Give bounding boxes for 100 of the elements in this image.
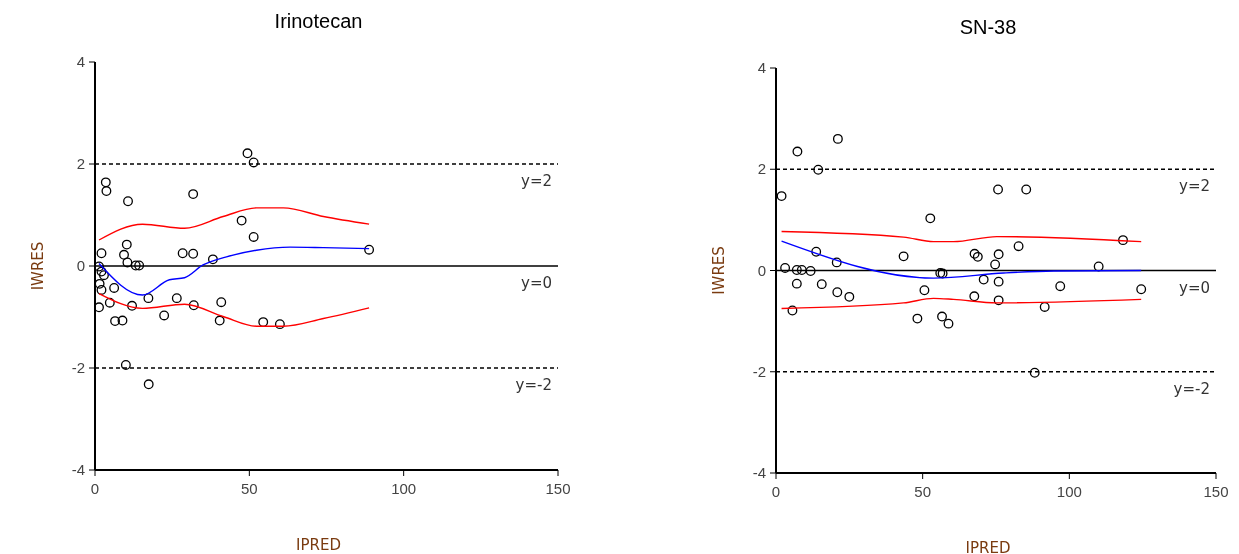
- point: [134, 260, 145, 271]
- point: [813, 164, 824, 175]
- x-tick-label: 0: [90, 480, 100, 497]
- y-tick-label: 4: [757, 59, 766, 76]
- point: [188, 300, 199, 311]
- point: [207, 254, 218, 265]
- point: [787, 305, 798, 316]
- point: [898, 251, 909, 262]
- x-tick-label: 150: [545, 480, 571, 497]
- y-tick-label: 4: [76, 53, 85, 70]
- point: [811, 246, 822, 257]
- point: [1013, 241, 1024, 252]
- point: [780, 263, 791, 273]
- point: [1136, 284, 1147, 295]
- point: [791, 265, 802, 275]
- point: [937, 311, 947, 322]
- ref-line-label: y=-2: [1173, 379, 1210, 398]
- x-tick-label: 50: [914, 483, 932, 500]
- point: [993, 295, 1004, 306]
- point: [816, 279, 827, 290]
- point: [104, 297, 115, 308]
- ref-line-label: y=2: [521, 172, 552, 190]
- point: [248, 157, 259, 168]
- point: [177, 248, 188, 259]
- point: [832, 133, 843, 144]
- point: [993, 276, 1004, 287]
- point: [805, 266, 816, 276]
- point: [1118, 235, 1128, 246]
- point: [993, 249, 1004, 260]
- point: [214, 315, 225, 326]
- ref-line-label: y=2: [1179, 177, 1210, 196]
- point: [100, 177, 111, 188]
- x-tick-label: 100: [391, 480, 417, 497]
- x-tick-label: 0: [771, 483, 781, 500]
- point: [969, 291, 980, 302]
- y-axis-title: IWRES: [29, 241, 47, 291]
- y-tick-label: -2: [752, 362, 766, 380]
- point: [274, 319, 285, 330]
- point: [99, 270, 109, 281]
- point: [96, 266, 107, 277]
- point: [117, 315, 128, 326]
- point: [143, 379, 154, 390]
- point: [831, 257, 842, 268]
- chart-title: Irinotecan: [274, 10, 363, 32]
- point: [130, 260, 141, 271]
- point: [188, 248, 199, 259]
- point: [832, 287, 843, 298]
- point: [110, 316, 121, 327]
- y-tick-label: 0: [757, 261, 766, 279]
- point: [993, 184, 1003, 195]
- point: [912, 313, 923, 324]
- x-tick-label: 50: [240, 480, 258, 497]
- y-tick-label: -4: [71, 461, 85, 478]
- y-tick-label: -4: [752, 464, 766, 481]
- y-tick-label: 0: [76, 257, 85, 274]
- y-tick-label: 2: [757, 160, 766, 178]
- line-series: [780, 240, 1142, 279]
- point: [242, 148, 253, 159]
- point: [101, 186, 112, 196]
- point: [236, 215, 247, 226]
- x-tick-label: 150: [1203, 483, 1229, 500]
- point: [1093, 261, 1104, 272]
- point: [1055, 281, 1066, 292]
- y-tick-label: -2: [71, 359, 85, 376]
- point: [919, 285, 930, 296]
- point: [109, 282, 120, 293]
- point: [143, 293, 154, 304]
- point: [1021, 184, 1032, 195]
- point: [171, 293, 182, 304]
- point: [844, 291, 855, 302]
- point: [96, 248, 107, 259]
- point: [943, 318, 954, 329]
- point: [925, 213, 936, 224]
- point: [127, 300, 137, 311]
- ref-line-label: y=0: [521, 274, 552, 292]
- point: [990, 259, 1001, 270]
- point: [364, 244, 375, 255]
- point: [188, 189, 199, 200]
- y-axis-title: IWRES: [710, 246, 728, 295]
- ref-line-label: y=0: [1179, 278, 1210, 297]
- point: [216, 297, 227, 308]
- point: [796, 265, 807, 275]
- line-series: [780, 297, 1142, 310]
- y-tick-label: 2: [76, 155, 85, 172]
- line-series: [98, 207, 370, 241]
- ref-line-label: y=-2: [515, 376, 552, 394]
- point: [1029, 367, 1040, 378]
- point: [776, 191, 787, 202]
- point: [120, 359, 131, 370]
- x-axis-title: IPRED: [296, 536, 341, 554]
- point: [121, 239, 132, 250]
- point: [978, 274, 989, 285]
- point: [123, 196, 133, 207]
- point: [792, 146, 803, 157]
- point: [1039, 302, 1050, 312]
- point: [122, 257, 133, 268]
- point: [96, 285, 107, 295]
- point: [248, 231, 259, 242]
- point: [791, 278, 802, 289]
- point: [119, 249, 129, 260]
